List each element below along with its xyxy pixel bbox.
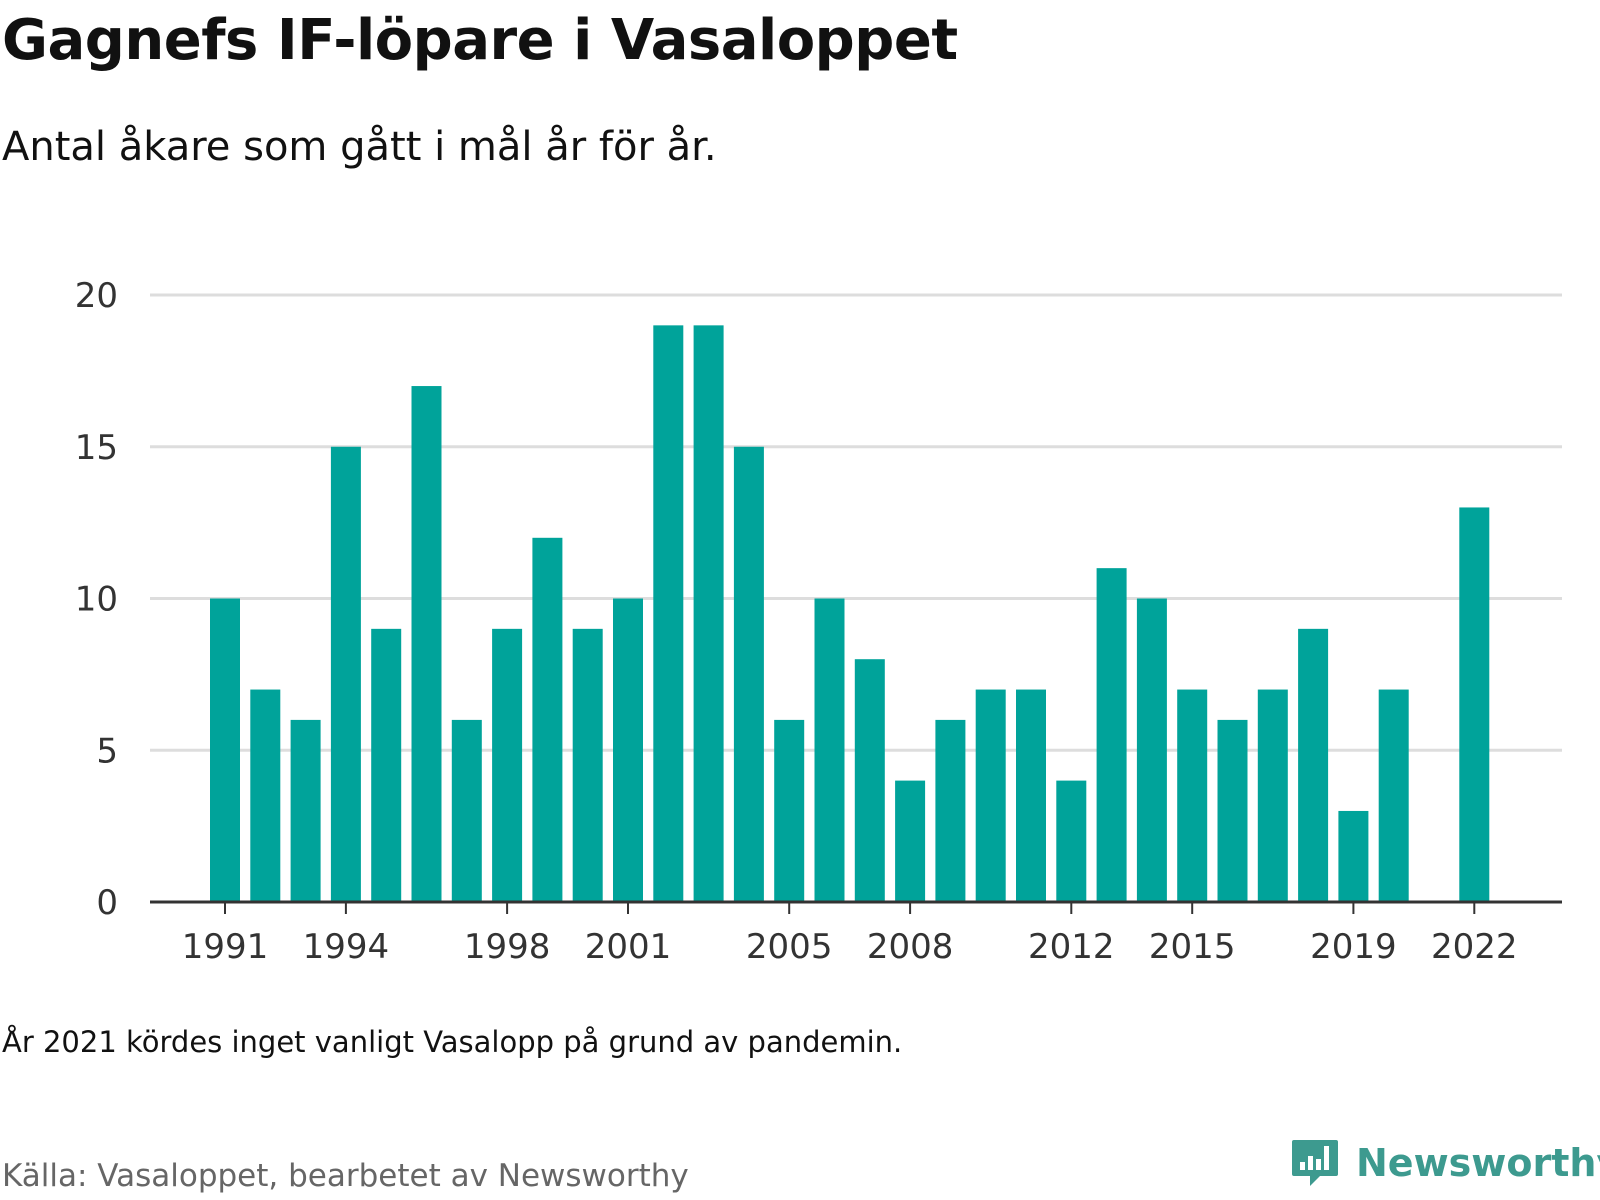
bar-2019	[1338, 810, 1369, 902]
bar-2004	[733, 446, 764, 902]
bar-2008	[895, 780, 926, 902]
x-tick-label: 1998	[464, 927, 551, 967]
x-tick-label: 1991	[182, 927, 269, 967]
bar-2007	[854, 659, 885, 902]
y-tick-label: 15	[75, 428, 118, 468]
bar-2020	[1378, 689, 1409, 902]
bar-2014	[1136, 598, 1167, 902]
x-tick-label: 2008	[867, 927, 954, 967]
bar-2003	[693, 325, 724, 903]
bar-1999	[532, 537, 563, 902]
footnote: År 2021 kördes inget vanligt Vasalopp på…	[2, 1025, 903, 1059]
bar-1997	[451, 719, 482, 902]
x-tick-label: 1994	[303, 927, 390, 967]
bar-1996	[411, 386, 442, 902]
bar-1998	[492, 628, 523, 902]
y-axis-labels: 0 5 10 15 20	[75, 276, 118, 923]
x-axis	[150, 900, 1562, 914]
bar-2010	[975, 689, 1006, 902]
bar-2013	[1096, 568, 1127, 902]
bar-2001	[613, 598, 643, 902]
bar-2015	[1177, 689, 1208, 902]
chart-subtitle: Antal åkare som gått i mål år för år.	[2, 124, 717, 170]
bar-1991	[210, 598, 240, 902]
x-tick-label: 2005	[746, 927, 833, 967]
y-tick-label: 0	[96, 883, 118, 923]
bar-2002	[653, 325, 684, 903]
bar-2022	[1459, 507, 1490, 902]
bar-1993	[290, 719, 321, 902]
x-axis-labels: 1991 1994 1998 2001 2005 2008 2012 2015 2019 2022	[182, 927, 1518, 967]
y-tick-label: 5	[96, 731, 118, 771]
bar-2006	[814, 598, 845, 902]
brand-name: Newsworthy	[1356, 1141, 1600, 1185]
bar-1992	[250, 689, 281, 902]
bar-2011	[1016, 689, 1046, 902]
bar-2017	[1257, 689, 1288, 902]
bar-chart: 0 5 10 15 20 1991 1994 1998 2001 2005 2008 2012 201…	[75, 276, 1562, 967]
x-tick-label: 2012	[1028, 927, 1115, 967]
y-tick-label: 10	[75, 580, 118, 620]
bar-2012	[1056, 780, 1087, 902]
bars	[210, 325, 1490, 903]
source-text: Källa: Vasaloppet, bearbetet av Newswort…	[2, 1158, 689, 1194]
chart-title: Gagnefs IF-löpare i Vasaloppet	[2, 8, 958, 73]
bar-2009	[935, 719, 966, 902]
bar-2016	[1217, 719, 1248, 902]
bar-1994	[330, 446, 361, 902]
x-tick-label: 2019	[1310, 927, 1397, 967]
x-tick-label: 2022	[1431, 927, 1518, 967]
bar-2018	[1298, 628, 1329, 902]
bar-2000	[572, 628, 603, 902]
x-tick-label: 2001	[585, 927, 672, 967]
y-tick-label: 20	[75, 276, 118, 316]
newsworthy-logo-icon	[1292, 1140, 1338, 1186]
bar-2005	[774, 719, 805, 902]
bar-1995	[371, 628, 402, 902]
x-tick-label: 2015	[1149, 927, 1236, 967]
newsworthy-logo: Newsworthy	[1290, 1138, 1600, 1188]
